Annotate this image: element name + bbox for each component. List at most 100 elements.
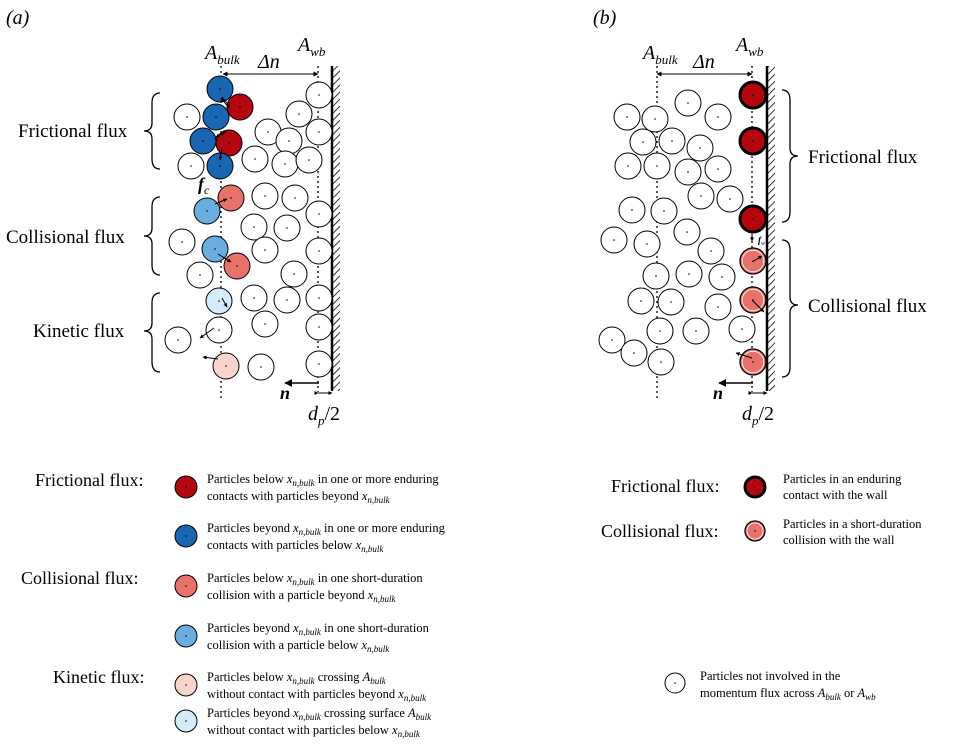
particle-b-white-4 [704, 103, 732, 131]
legend-desc-salmon: Particles below xn,bulk in one short-dur… [207, 571, 423, 604]
legend-swatch-dark_red [174, 475, 198, 499]
delta-n-label: Δn [257, 51, 280, 73]
legend-swatch-salmon [174, 574, 198, 598]
brace-collisional-b [781, 239, 799, 378]
particle-b-white-32 [682, 317, 710, 345]
particle-b-white-23 [675, 260, 703, 288]
particle-a-white-9 [285, 100, 313, 128]
particle-b-white-18 [600, 226, 628, 254]
particle-a-white-11 [305, 118, 333, 146]
legend-kinetic-title: Kinetic flux: [53, 667, 144, 687]
panel-a: (a) Abulk Awb Δn fc n [6, 7, 340, 428]
particle-a-pale_pink-38 [212, 352, 240, 380]
particle-b-white-6 [629, 128, 657, 156]
particle-b-white-12 [674, 158, 702, 186]
legend-right: Frictional flux: Particles in an endurin… [601, 472, 925, 702]
particle-a-white-36 [164, 326, 192, 354]
particle-b-white-27 [627, 287, 655, 315]
particle-a-dark_blue-3 [202, 103, 230, 131]
particle-a-white-20 [240, 213, 268, 241]
particles-panel-a [164, 75, 333, 381]
particle-a-pale_blue-31 [205, 287, 233, 315]
particle-a-dark_red-1 [226, 93, 254, 121]
panel-b: (b) Abulk Awb Δn fw n dp/2 Frictional fl… [593, 7, 927, 428]
b-bulk-label: Abulk [641, 42, 678, 67]
label-collisional-b: Collisional flux [808, 296, 927, 317]
panel-a-tag: (a) [6, 7, 30, 29]
particle-b-wall-enduring-0 [738, 80, 768, 110]
particle-b-white-7 [658, 127, 686, 155]
particle-b-white-21 [697, 237, 725, 265]
b-n-label: n [713, 383, 723, 403]
particle-b-white-28 [657, 288, 685, 316]
particle-a-white-30 [240, 284, 268, 312]
label-kinetic-a: Kinetic flux [33, 321, 125, 342]
legend-r-collisional-desc: Particles in a short-duration collision … [783, 517, 925, 547]
particle-b-white-11 [643, 152, 671, 180]
a-bulk-label: Abulk [203, 42, 240, 67]
particle-a-white-2 [173, 103, 201, 131]
particle-b-white-2 [613, 103, 641, 131]
particle-b-white-35 [647, 348, 675, 376]
b-wb-label: Awb [734, 34, 764, 59]
particle-a-white-35 [205, 316, 233, 344]
particle-a-white-27 [251, 236, 279, 264]
particle-b-white-24 [708, 263, 736, 291]
label-frictional-a: Frictional flux [18, 121, 128, 142]
particle-a-white-28 [305, 237, 333, 265]
legend-r-none-desc: Particles not involved in the momentum f… [700, 669, 876, 702]
particle-b-wall-collision-36 [739, 348, 767, 376]
particle-b-wall-collision-26 [739, 286, 767, 314]
particle-a-white-21 [305, 200, 333, 228]
particle-a-white-37 [305, 313, 333, 341]
brace-frictional-a [143, 92, 161, 170]
particle-a-white-15 [295, 146, 323, 174]
particle-a-dark_blue-0 [206, 75, 234, 103]
brace-collisional-a [143, 196, 161, 276]
legend-swatch-pale_pink [174, 673, 198, 697]
legend-desc-dark_blue: Particles beyond xn,bulk in one or more … [207, 521, 446, 554]
particle-a-white-18 [251, 182, 279, 210]
contact-arrows-a [199, 96, 232, 360]
brace-frictional-b [781, 89, 799, 223]
particle-b-white-31 [646, 317, 674, 345]
legend-left: Frictional flux: Collisional flux: Kinet… [21, 470, 446, 739]
fw-label: fw [758, 235, 765, 247]
particle-a-white-39 [247, 353, 275, 381]
particle-a-dark_blue-4 [189, 127, 217, 155]
b-delta-n-label: Δn [692, 51, 715, 73]
particle-a-white-33 [305, 284, 333, 312]
label-frictional-b: Frictional flux [808, 147, 918, 168]
particle-b-white-20 [673, 218, 701, 246]
legend-r-frictional-desc: Particles in an enduring contact with th… [783, 472, 905, 502]
particle-a-white-14 [271, 150, 299, 178]
particle-b-wall-enduring-5 [738, 126, 768, 156]
particle-b-white-9 [704, 155, 732, 183]
particle-a-salmon-26 [223, 252, 251, 280]
particle-b-white-30 [598, 326, 626, 354]
particle-b-white-14 [716, 185, 744, 213]
particle-b-white-34 [620, 339, 648, 367]
particle-b-white-19 [633, 230, 661, 258]
legend-left-items: Particles below xn,bulk in one or more e… [174, 472, 446, 739]
n-label: n [280, 383, 290, 403]
particle-b-white-10 [614, 152, 642, 180]
particle-a-white-32 [273, 286, 301, 314]
particle-b-white-1 [674, 89, 702, 117]
particle-b-white-29 [704, 293, 732, 321]
legend-collisional-title: Collisional flux: [21, 568, 139, 588]
particle-a-white-6 [177, 152, 205, 180]
legend-swatch-dark_blue [174, 524, 198, 548]
particle-b-white-33 [728, 315, 756, 343]
a-wb-label: Awb [296, 34, 326, 59]
legend-frictional-title: Frictional flux: [35, 470, 143, 490]
particle-b-white-13 [687, 182, 715, 210]
particle-b-white-8 [686, 134, 714, 162]
particle-a-white-23 [168, 228, 196, 256]
wall-hatch [332, 66, 340, 391]
particle-a-light_blue-24 [201, 235, 229, 263]
legend-desc-dark_red: Particles below xn,bulk in one or more e… [207, 472, 439, 505]
legend-swatch-light_blue [174, 624, 198, 648]
brace-kinetic-a [143, 292, 161, 373]
